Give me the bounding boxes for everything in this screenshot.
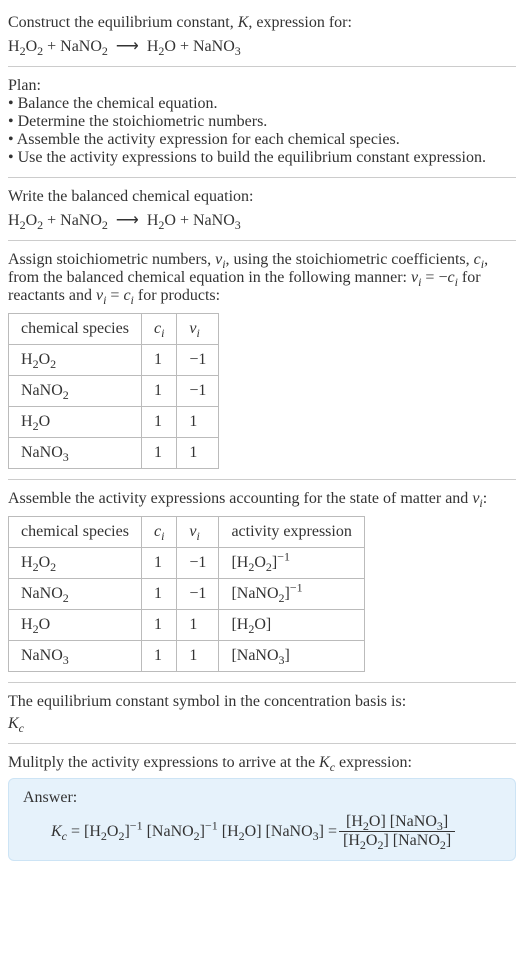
cell-ci: 1: [141, 641, 176, 672]
cell-species: NaNO2: [9, 376, 142, 407]
table-row: NaNO3 1 1 [NaNO3]: [9, 641, 365, 672]
col-nui: νi: [177, 314, 219, 345]
answer-expression: Kc = [H2O2]−1 [NaNO2]−1 [H2O] [NaNO3] = …: [23, 813, 501, 850]
multiply-section: Mulitply the activity expressions to arr…: [8, 744, 516, 871]
table-header-row: chemical species ci νi activity expressi…: [9, 517, 365, 548]
plan-item: • Determine the stoichiometric numbers.: [8, 113, 516, 131]
col-nui: νi: [177, 517, 219, 548]
plan-item: • Assemble the activity expression for e…: [8, 131, 516, 149]
cell-nui: −1: [177, 579, 219, 610]
table-row: H2O2 1 −1 [H2O2]−1: [9, 548, 365, 579]
plan-item: • Use the activity expressions to build …: [8, 149, 516, 167]
cell-activity: [NaNO2]−1: [219, 579, 364, 610]
stoich-table: chemical species ci νi H2O2 1 −1 NaNO2 1…: [8, 313, 219, 469]
symbol-text: The equilibrium constant symbol in the c…: [8, 693, 516, 711]
cell-ci: 1: [141, 579, 176, 610]
cell-nui: −1: [177, 345, 219, 376]
cell-species: NaNO3: [9, 438, 142, 469]
cell-ci: 1: [141, 376, 176, 407]
cell-nui: 1: [177, 438, 219, 469]
table-row: H2O 1 1 [H2O]: [9, 610, 365, 641]
col-species: chemical species: [9, 314, 142, 345]
prompt-section: Construct the equilibrium constant, K, e…: [8, 4, 516, 67]
cell-ci: 1: [141, 610, 176, 641]
plan-title: Plan:: [8, 77, 516, 95]
activity-table: chemical species ci νi activity expressi…: [8, 516, 365, 672]
cell-nui: 1: [177, 407, 219, 438]
table-row: NaNO2 1 −1: [9, 376, 219, 407]
table-row: H2O2 1 −1: [9, 345, 219, 376]
answer-lhs: Kc = [H2O2]−1 [NaNO2]−1 [H2O] [NaNO3] =: [51, 823, 337, 841]
balanced-section: Write the balanced chemical equation: H2…: [8, 178, 516, 241]
cell-activity: [H2O2]−1: [219, 548, 364, 579]
cell-species: H2O2: [9, 345, 142, 376]
cell-ci: 1: [141, 438, 176, 469]
activity-section: Assemble the activity expressions accoun…: [8, 480, 516, 683]
cell-ci: 1: [141, 548, 176, 579]
symbol-value: Kc: [8, 715, 516, 733]
cell-species: NaNO2: [9, 579, 142, 610]
answer-fraction: [H2O] [NaNO3] [H2O2] [NaNO2]: [339, 813, 455, 850]
cell-species: H2O2: [9, 548, 142, 579]
cell-nui: 1: [177, 610, 219, 641]
col-species: chemical species: [9, 517, 142, 548]
table-header-row: chemical species ci νi: [9, 314, 219, 345]
cell-ci: 1: [141, 345, 176, 376]
balanced-title: Write the balanced chemical equation:: [8, 188, 516, 206]
table-row: H2O 1 1: [9, 407, 219, 438]
plan-item: • Balance the chemical equation.: [8, 95, 516, 113]
balanced-equation: H2O2 + NaNO2 ⟶ H2O + NaNO3: [8, 210, 516, 230]
table-row: NaNO2 1 −1 [NaNO2]−1: [9, 579, 365, 610]
stoich-text: Assign stoichiometric numbers, νi, using…: [8, 251, 516, 305]
multiply-text: Mulitply the activity expressions to arr…: [8, 754, 516, 772]
prompt-equation: H2O2 + NaNO2 ⟶ H2O + NaNO3: [8, 36, 516, 56]
stoich-section: Assign stoichiometric numbers, νi, using…: [8, 241, 516, 480]
prompt-line-1: Construct the equilibrium constant, K, e…: [8, 14, 516, 32]
fraction-numerator: [H2O] [NaNO3]: [342, 813, 452, 831]
cell-species: NaNO3: [9, 641, 142, 672]
fraction-denominator: [H2O2] [NaNO2]: [339, 831, 455, 850]
cell-activity: [H2O]: [219, 610, 364, 641]
plan-section: Plan: • Balance the chemical equation. •…: [8, 67, 516, 178]
cell-nui: 1: [177, 641, 219, 672]
cell-ci: 1: [141, 407, 176, 438]
col-ci: ci: [141, 314, 176, 345]
cell-species: H2O: [9, 407, 142, 438]
cell-nui: −1: [177, 376, 219, 407]
col-activity: activity expression: [219, 517, 364, 548]
answer-label: Answer:: [23, 789, 501, 807]
cell-species: H2O: [9, 610, 142, 641]
symbol-section: The equilibrium constant symbol in the c…: [8, 683, 516, 744]
table-row: NaNO3 1 1: [9, 438, 219, 469]
col-ci: ci: [141, 517, 176, 548]
cell-activity: [NaNO3]: [219, 641, 364, 672]
answer-box: Answer: Kc = [H2O2]−1 [NaNO2]−1 [H2O] [N…: [8, 778, 516, 861]
activity-text: Assemble the activity expressions accoun…: [8, 490, 516, 508]
cell-nui: −1: [177, 548, 219, 579]
